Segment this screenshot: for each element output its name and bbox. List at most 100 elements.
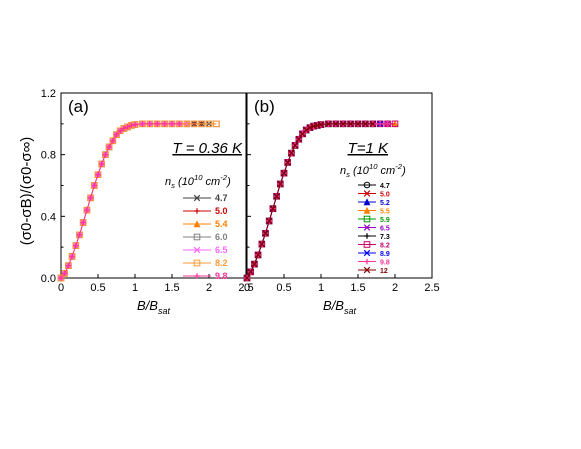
data-point	[213, 120, 220, 128]
legend-label: 9.8	[215, 271, 228, 281]
data-point	[121, 125, 127, 132]
legend-entry: 5.4	[183, 219, 228, 229]
panel-label: (b)	[254, 97, 275, 116]
legend-entry: 7.3	[358, 233, 390, 241]
data-point	[325, 120, 332, 128]
data-point	[154, 121, 160, 127]
data-point	[280, 169, 288, 177]
legend-entry: 9.8	[358, 258, 390, 267]
data-point	[269, 205, 277, 212]
legend-label: 5.9	[380, 217, 390, 224]
legend-entry: 5.2	[358, 198, 390, 207]
data-point	[205, 120, 213, 128]
plot-frame	[246, 92, 433, 279]
x-tick-label: 2.5	[238, 282, 253, 294]
legend-marker	[363, 198, 371, 206]
legend-label: 6.5	[215, 245, 228, 255]
legend-label: 6.5	[380, 226, 390, 233]
data-point	[110, 137, 116, 144]
legend-marker	[364, 258, 370, 265]
data-point	[87, 195, 94, 201]
x-tick-label: 1.5	[164, 282, 179, 294]
data-point	[354, 120, 362, 128]
legend-entry: 9.8	[183, 271, 228, 281]
data-point	[176, 121, 183, 127]
legend-entry: 4.7	[358, 181, 390, 190]
series-12	[243, 120, 377, 282]
legend-entry: 8.2	[183, 258, 228, 268]
legend-entry: 12	[358, 266, 388, 275]
data-point	[277, 180, 284, 188]
legend-marker	[363, 266, 371, 274]
legend-entry: 8.2	[358, 241, 390, 250]
x-tick-label: 1	[318, 282, 324, 294]
data-point	[243, 274, 251, 282]
data-point	[61, 270, 68, 277]
data-point	[147, 121, 153, 127]
data-point	[254, 251, 262, 259]
legend-marker	[363, 241, 371, 248]
panel-a: 0 0.5 1 1.5 2 2.5 0.0 0.4 0.8 1.2 B/Bsat (a) T = 0.3…	[41, 88, 254, 316]
x-tick-label: 0.5	[90, 282, 105, 294]
data-point	[306, 124, 314, 131]
series-line	[60, 123, 187, 279]
legend-title: ns (1010 cm-2)	[165, 173, 231, 190]
legend-label: 5.5	[380, 209, 390, 216]
legend-marker	[194, 208, 200, 214]
legend-entry: 6.5	[358, 224, 390, 233]
series-line	[60, 123, 180, 279]
series-line	[246, 123, 373, 279]
x-axis-label: B/Bsat	[137, 298, 170, 316]
legend-marker	[194, 273, 200, 279]
legend-marker	[363, 249, 371, 257]
x-tick-label: 1	[132, 282, 138, 294]
data-point	[69, 253, 75, 260]
legend-entry: 5.9	[358, 215, 390, 224]
data-point	[128, 122, 135, 129]
temperature-label: T = 0.36 K	[172, 140, 243, 157]
legend-marker	[193, 246, 201, 254]
data-point	[332, 120, 340, 128]
data-point	[132, 121, 138, 128]
legend-entry: 4.7	[183, 193, 228, 203]
series-6.5	[57, 120, 191, 282]
legend-title: ns (1010 cm-2)	[340, 162, 406, 179]
data-point	[291, 142, 299, 149]
legend-label: 4.7	[380, 183, 390, 190]
y-axis-label: (σ0-σB)/(σ0-σ∞)	[18, 137, 35, 246]
data-point	[317, 121, 325, 128]
data-point	[98, 161, 105, 167]
x-axis-label: B/Bsat	[323, 298, 356, 316]
x-tick-label: 0	[244, 282, 250, 294]
x-tick-label: 2	[392, 282, 398, 294]
data-point	[124, 124, 131, 130]
data-point	[84, 207, 90, 213]
data-point	[288, 149, 295, 157]
y-tick-label: 0.8	[41, 150, 56, 162]
legend-label: 8.2	[380, 243, 390, 250]
data-point	[183, 120, 191, 128]
data-point	[258, 240, 266, 248]
data-point	[339, 120, 347, 128]
legend-marker	[193, 220, 201, 228]
y-tick-label: 0.4	[41, 211, 56, 223]
data-point	[76, 232, 83, 238]
data-point	[169, 121, 175, 127]
legend-marker	[193, 233, 201, 241]
data-point	[117, 127, 123, 134]
legend-label: 4.7	[215, 193, 228, 203]
legend-label: 12	[380, 268, 388, 275]
data-point	[247, 268, 254, 276]
data-point	[369, 120, 377, 128]
data-point	[273, 193, 280, 200]
data-point	[377, 121, 383, 127]
data-point	[302, 126, 310, 134]
series-line	[60, 123, 187, 279]
data-point	[106, 144, 112, 150]
data-point	[284, 159, 291, 166]
legend-label: 5.0	[380, 192, 390, 199]
data-point	[113, 131, 120, 138]
x-tick-label: 2	[206, 282, 212, 294]
data-point	[295, 136, 303, 143]
y-tick-label: 0.0	[41, 273, 56, 285]
